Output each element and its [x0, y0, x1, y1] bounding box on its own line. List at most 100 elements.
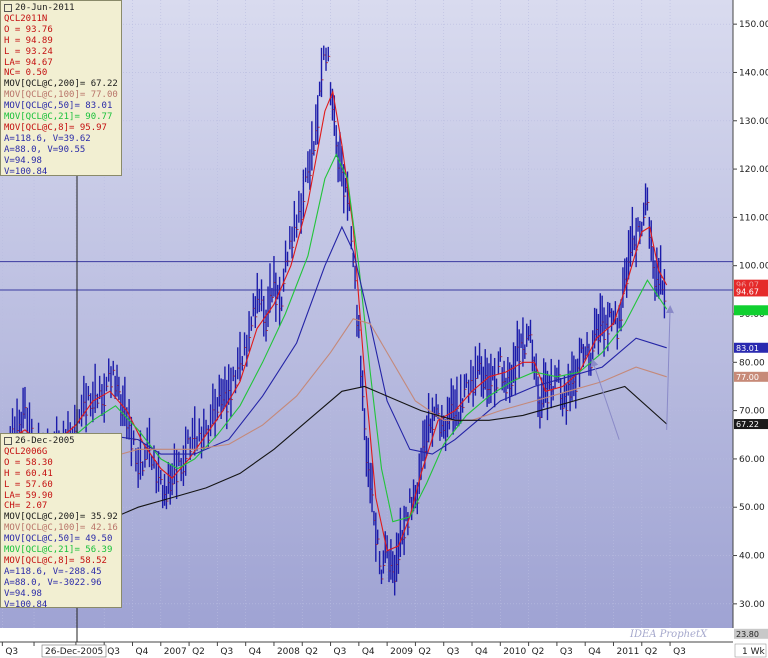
x-tick-label: 2007 [164, 647, 187, 657]
moving-average-line [7, 225, 667, 484]
period-box[interactable] [734, 643, 767, 658]
x-tick-label: Q2 [532, 647, 545, 657]
x-tick-label: Q3 [447, 647, 460, 657]
top-info-header: 20-Jun-2011 [4, 3, 118, 14]
info-line: CH= 2.07 [4, 501, 48, 512]
bottom-info-lines: QCL2006G O = 58.30 H = 60.41 L = 57.60 LA= 5… [4, 447, 118, 611]
info-line: MOV[QCL@C,21]= 90.77 [4, 112, 113, 123]
x-tick-label: Q3 [5, 647, 18, 657]
price-tag [734, 419, 768, 430]
y-tick-label: 120.00 [739, 165, 768, 175]
info-line: L = 93.24 [4, 46, 53, 57]
panel-square-icon [4, 4, 12, 13]
bottom-info-header: 26-Dec-2005 [4, 436, 118, 447]
y-tick-label: 140.00 [739, 68, 768, 78]
y-tick-label: 30.00 [739, 600, 765, 610]
x-tick-label: Q4 [249, 647, 262, 657]
x-tick-label: 2011 [616, 647, 639, 657]
watermark-text: IDEA ProphetX [629, 629, 708, 640]
info-line: MOV[QCL@C,100]= 77.00 [4, 90, 118, 101]
x-tick-label: Q4 [362, 647, 375, 657]
y-tick-label: 40.00 [739, 552, 765, 562]
bottom-info-panel[interactable]: 26-Dec-2005 QCL2006G O = 58.30 H = 60.41 L … [0, 433, 122, 611]
price-tag [734, 342, 768, 353]
x-tick-label: Q3 [107, 647, 120, 657]
y-tick-label: 150.00 [739, 20, 768, 30]
price-tag [734, 371, 768, 382]
price-tag-label: 83.01 [736, 344, 759, 353]
x-tick-label: Q2 [645, 647, 658, 657]
price-tag-label: 90.77 [736, 306, 759, 315]
info-line: LA= 94.67 [4, 57, 53, 68]
info-line: O = 58.30 [4, 457, 53, 468]
info-line: MOV[QCL@C,200]= 67.22 [4, 79, 118, 90]
price-tag-label: 23.80 [736, 630, 759, 639]
x-tick-label: Q2 [305, 647, 318, 657]
info-line: H = 94.89 [4, 35, 53, 46]
period-label[interactable]: 1 Wk [742, 647, 765, 657]
info-line: QCL2006G [4, 446, 48, 457]
info-line: A=88.0, V=90.55 [4, 144, 86, 155]
top-info-lines: QCL2011N O = 93.76 H = 94.89 L = 93.24 LA= 9… [4, 14, 118, 178]
bottom-axis-background [0, 628, 768, 658]
info-line: A=118.6, V=39.62 [4, 133, 91, 144]
x-tick-label: Q2 [418, 647, 431, 657]
price-tag-label: 67.22 [736, 420, 759, 429]
moving-average-line [7, 153, 668, 523]
annotation-arrows [590, 305, 674, 440]
y-tick-label: 70.00 [739, 407, 765, 417]
info-line: MOV[QCL@C,200]= 35.92 [4, 512, 118, 523]
price-tag-label: 77.00 [736, 373, 759, 382]
info-line: H = 60.41 [4, 468, 53, 479]
price-tag-label: 94.67 [736, 287, 759, 296]
info-line: A=118.6, V=-288.45 [4, 566, 102, 577]
cursor-date-label: 26-Dec-2005 [45, 647, 103, 657]
info-line: MOV[QCL@C,50]= 83.01 [4, 101, 113, 112]
top-info-panel[interactable]: 20-Jun-2011 QCL2011N O = 93.76 H = 94.89 L … [0, 0, 122, 178]
horizontal-lines [0, 261, 733, 291]
x-tick-label: Q4 [588, 647, 601, 657]
top-info-date: 20-Jun-2011 [15, 3, 75, 13]
info-line: MOV[QCL@C,21]= 56.39 [4, 545, 113, 556]
y-tick-label: 80.00 [739, 358, 765, 368]
y-tick-label: 50.00 [739, 503, 765, 513]
x-tick-label: Q3 [560, 647, 573, 657]
price-tag [734, 286, 768, 297]
x-tick-label: 2010 [503, 647, 526, 657]
bottom-info-date: 26-Dec-2005 [15, 436, 75, 446]
x-tick-label: Q3 [334, 647, 347, 657]
annotation-arrow [590, 358, 620, 440]
info-line: QCL2011N [4, 13, 48, 24]
info-line: V=94.98 [4, 588, 42, 599]
price-tag [734, 628, 768, 639]
x-tick-label: Q4 [135, 647, 148, 657]
price-tag [734, 305, 768, 316]
x-tick-label: Q3 [673, 647, 686, 657]
x-tick-label: Q4 [475, 647, 488, 657]
info-line: MOV[QCL@C,8]= 95.97 [4, 122, 107, 133]
y-tick-label: 130.00 [739, 117, 768, 127]
info-line: V=100.84 [4, 166, 48, 177]
panel-square-icon [4, 437, 12, 446]
x-tick-label: Q3 [220, 647, 233, 657]
annotation-arrow [665, 305, 674, 430]
price-tag-label: 96.07 [736, 281, 759, 290]
y-tick-label: 110.00 [739, 213, 768, 223]
x-tick-label: Q2 [192, 647, 205, 657]
y-tick-label: 60.00 [739, 455, 765, 465]
info-line: V=100.84 [4, 599, 48, 610]
info-line: A=88.0, V=-3022.96 [4, 577, 102, 588]
info-line: MOV[QCL@C,8]= 58.52 [4, 555, 107, 566]
info-line: MOV[QCL@C,50]= 49.50 [4, 534, 113, 545]
x-tick-label: 2008 [277, 647, 300, 657]
cursor-date-box [41, 644, 107, 658]
info-line: MOV[QCL@C,100]= 42.16 [4, 523, 118, 534]
info-line: L = 57.60 [4, 479, 53, 490]
x-tick-label: 2009 [390, 647, 413, 657]
info-line: LA= 59.90 [4, 490, 53, 501]
info-line: V=94.98 [4, 155, 42, 166]
info-line: O = 93.76 [4, 24, 53, 35]
